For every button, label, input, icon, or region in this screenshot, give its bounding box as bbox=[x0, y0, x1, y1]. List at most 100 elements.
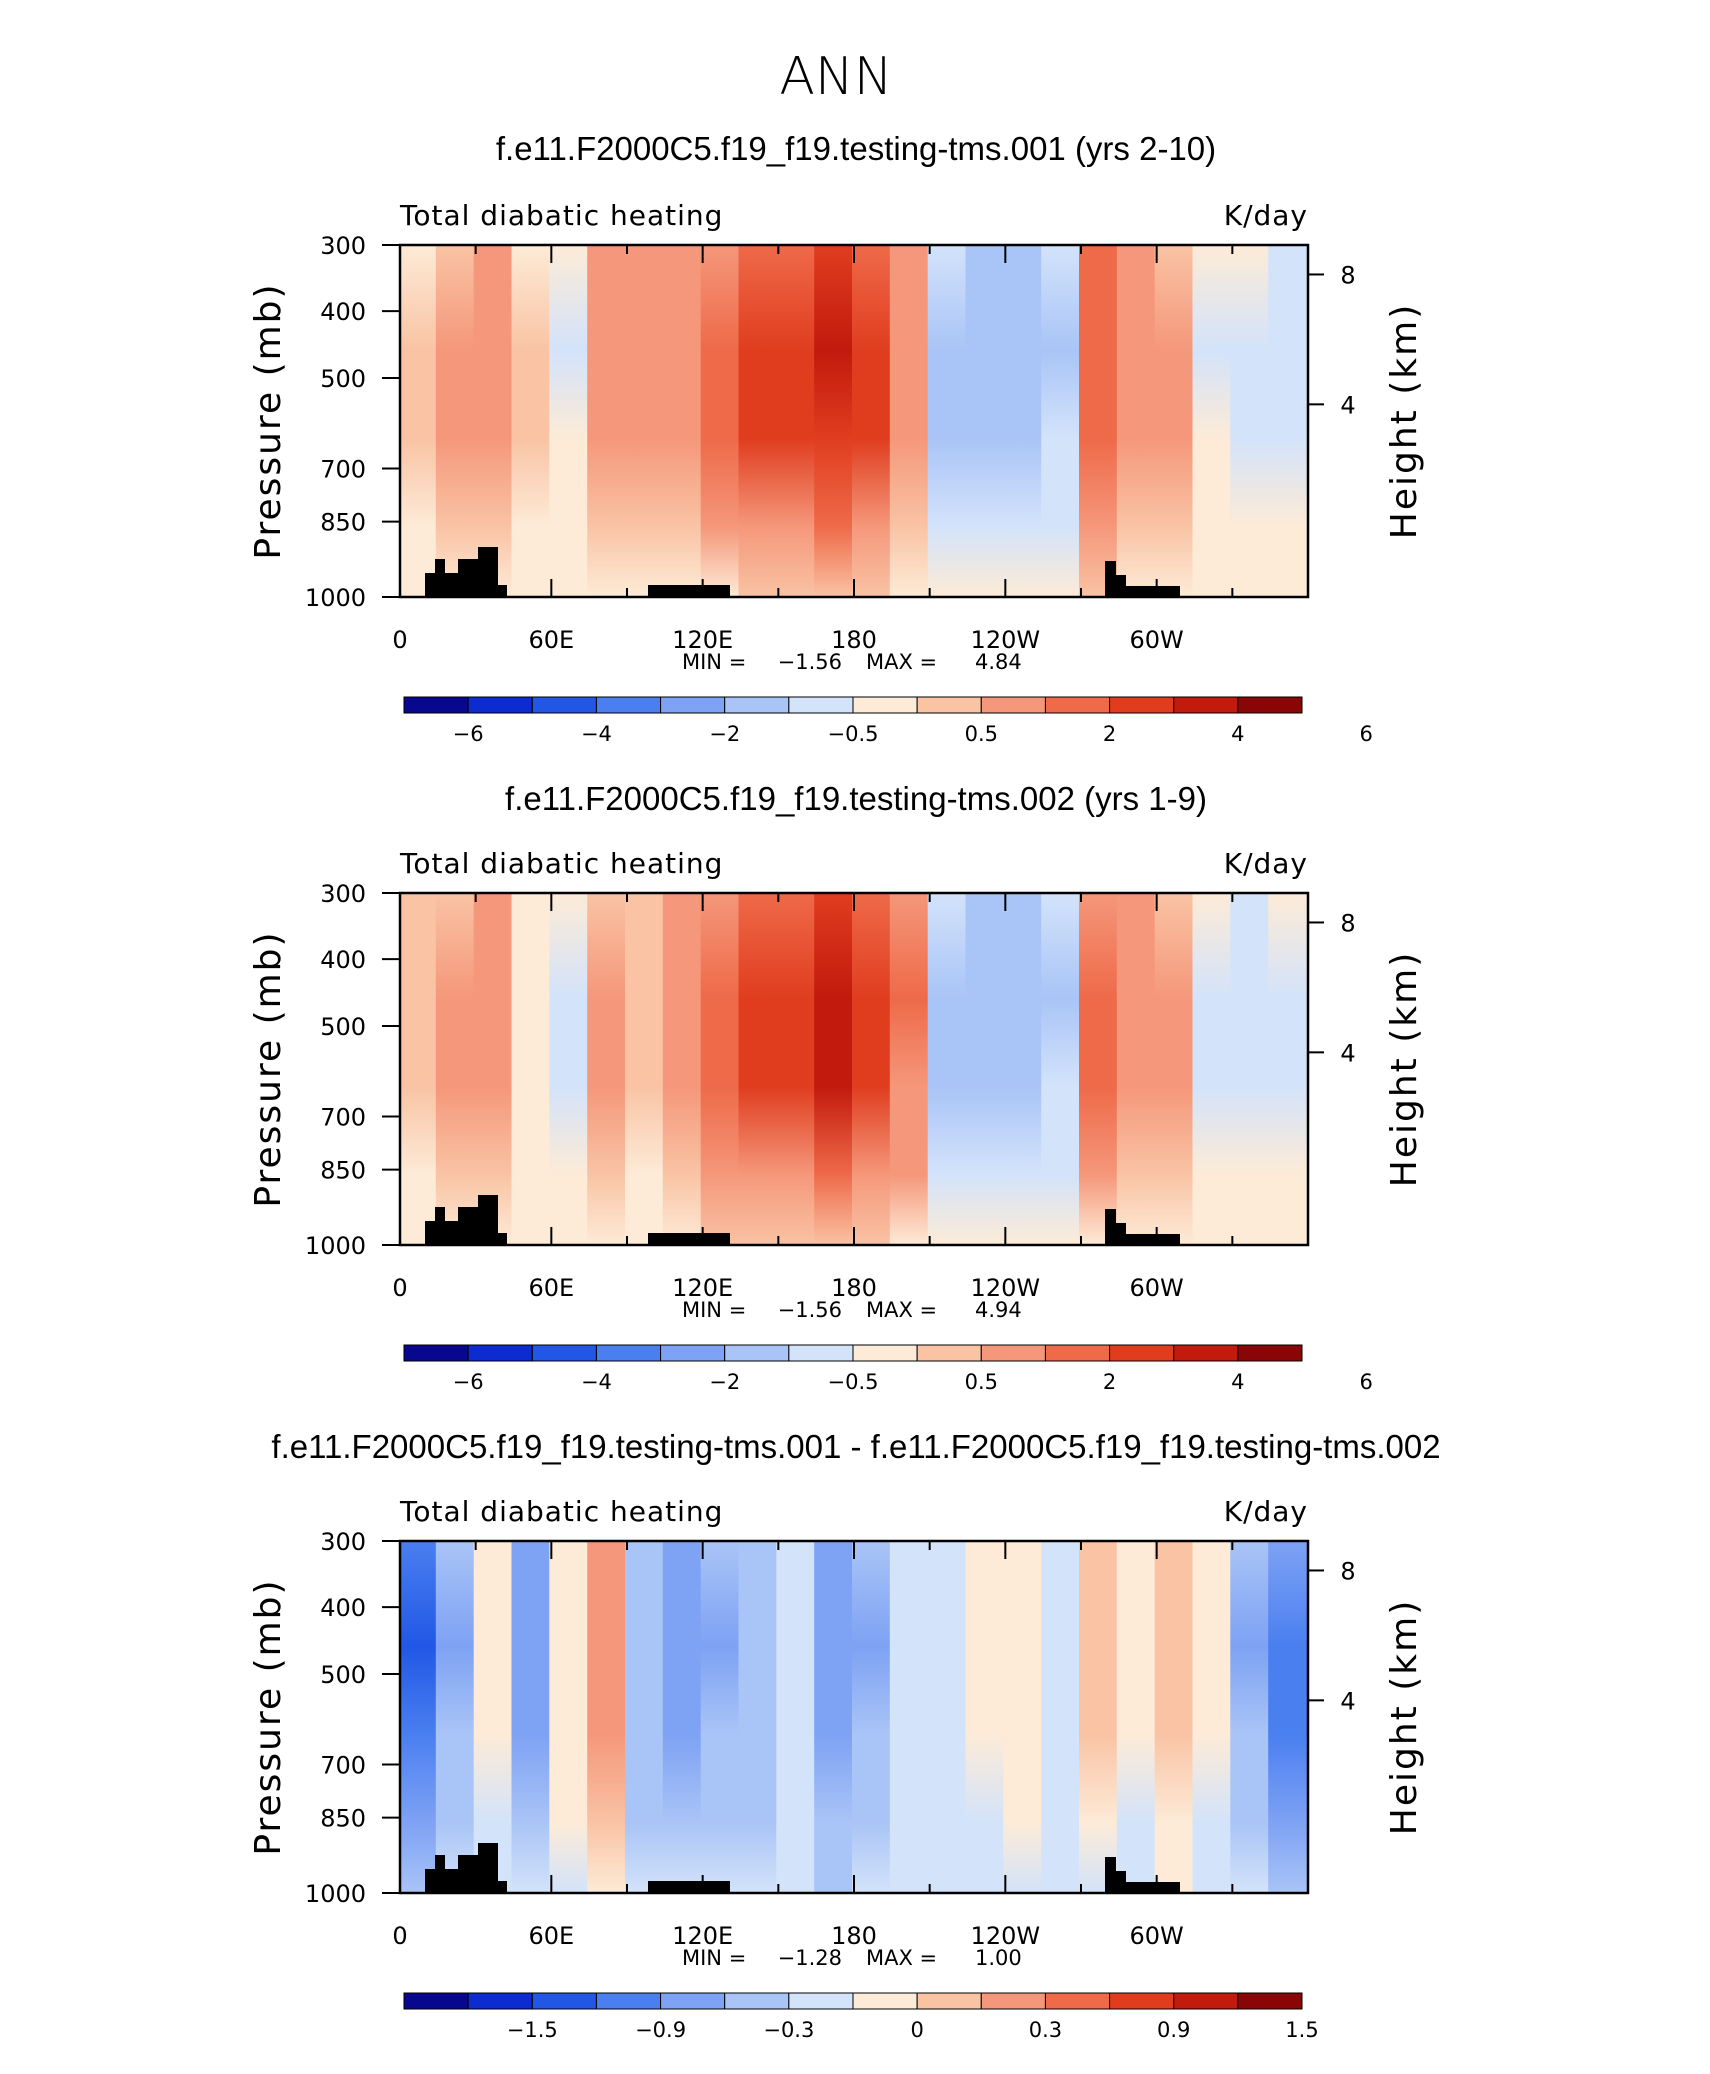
colorbar-label: −0.5 bbox=[828, 722, 879, 746]
min-label: MIN = bbox=[682, 650, 746, 674]
colorbar-swatch bbox=[595, 696, 662, 714]
y2-axis-title: Height (km) bbox=[1384, 951, 1425, 1187]
colorbar-swatch bbox=[980, 1992, 1046, 2010]
min-value: −1.56 bbox=[778, 1298, 842, 1322]
colorbar-label: 0.5 bbox=[965, 1370, 998, 1394]
colorbar-label: −0.9 bbox=[635, 2018, 686, 2042]
field-column bbox=[889, 245, 932, 597]
colorbar-label: −2 bbox=[709, 722, 740, 746]
field-column bbox=[1041, 1541, 1083, 1893]
field-column bbox=[662, 245, 705, 597]
colorbar-swatch bbox=[724, 1992, 790, 2010]
x-tick-label: 120W bbox=[971, 1274, 1041, 1302]
x-tick-label: 180 bbox=[831, 1922, 877, 1950]
colorbar-swatch bbox=[724, 696, 790, 714]
field-column bbox=[852, 893, 894, 1245]
colorbar-swatch bbox=[467, 696, 533, 714]
min-label: MIN = bbox=[682, 1946, 746, 1970]
field-column bbox=[473, 1541, 516, 1893]
field-column bbox=[1230, 1541, 1273, 1893]
field-column bbox=[587, 893, 629, 1245]
max-label: MAX = bbox=[866, 1298, 937, 1322]
field-column bbox=[435, 1541, 478, 1893]
x-tick-label: 60W bbox=[1130, 1274, 1184, 1302]
panel-3: f.e11.F2000C5.f19_f19.testing-tms.001 - … bbox=[248, 1428, 1441, 2042]
colorbar-swatch bbox=[916, 1992, 982, 2010]
x-tick-label: 120W bbox=[971, 626, 1041, 654]
contour-field bbox=[400, 245, 1308, 597]
x-tick-label: 120E bbox=[672, 1274, 733, 1302]
colorbar-swatch bbox=[1173, 1992, 1239, 2010]
field-column bbox=[511, 893, 554, 1245]
colorbar-swatch bbox=[788, 1992, 854, 2010]
colorbar-swatch bbox=[660, 1992, 726, 2010]
field-column bbox=[1192, 245, 1235, 597]
contour-field bbox=[400, 893, 1308, 1245]
max-label: MAX = bbox=[866, 1946, 937, 1970]
field-column bbox=[889, 1541, 932, 1893]
field-column bbox=[625, 1541, 667, 1893]
y-tick-label: 1000 bbox=[305, 584, 366, 612]
y-tick-label: 400 bbox=[320, 1594, 366, 1622]
field-column bbox=[1079, 245, 1121, 597]
x-tick-label: 0 bbox=[392, 626, 407, 654]
field-column bbox=[1154, 245, 1197, 597]
colorbar-swatch bbox=[916, 696, 982, 714]
x-tick-label: 60E bbox=[528, 1274, 574, 1302]
y-axis-title: Pressure (mb) bbox=[248, 930, 289, 1207]
field-column bbox=[965, 1541, 1008, 1893]
colorbar-swatch bbox=[788, 1344, 854, 1362]
colorbar-label: 6 bbox=[1359, 1370, 1372, 1394]
field-column bbox=[662, 1541, 705, 1893]
x-tick-label: 60E bbox=[528, 626, 574, 654]
x-tick-label: 120E bbox=[672, 626, 733, 654]
colorbar-label: −4 bbox=[581, 722, 612, 746]
colorbar-label: 0.5 bbox=[965, 722, 998, 746]
colorbar-swatch bbox=[531, 1344, 597, 1362]
field-column bbox=[400, 893, 440, 1245]
x-tick-label: 120E bbox=[672, 1922, 733, 1950]
x-tick-label: 180 bbox=[831, 1274, 877, 1302]
colorbar-swatch bbox=[1109, 1344, 1175, 1362]
colorbar-swatch bbox=[1109, 696, 1175, 714]
y-tick-label: 300 bbox=[320, 880, 366, 908]
colorbar-swatch bbox=[1173, 696, 1239, 714]
y-tick-label: 500 bbox=[320, 365, 366, 393]
units-label: K/day bbox=[1224, 199, 1308, 232]
field-column bbox=[1230, 245, 1273, 597]
colorbar-label: 4 bbox=[1231, 1370, 1244, 1394]
colorbar-swatch bbox=[660, 1344, 726, 1362]
y-tick-label: 500 bbox=[320, 1013, 366, 1041]
panel-title: f.e11.F2000C5.f19_f19.testing-tms.001 (y… bbox=[496, 130, 1216, 167]
x-tick-label: 0 bbox=[392, 1922, 407, 1950]
field-column bbox=[814, 245, 856, 597]
panel-title: f.e11.F2000C5.f19_f19.testing-tms.001 - … bbox=[271, 1428, 1440, 1465]
colorbar-swatch bbox=[1044, 696, 1111, 714]
topography-maritime bbox=[648, 1881, 730, 1893]
field-column bbox=[965, 245, 1008, 597]
field-column bbox=[400, 1541, 440, 1893]
field-column bbox=[625, 245, 667, 597]
field-column bbox=[473, 893, 516, 1245]
topography-maritime bbox=[648, 1233, 730, 1245]
field-column bbox=[549, 893, 592, 1245]
topography-andes bbox=[1105, 561, 1180, 597]
x-tick-label: 60W bbox=[1130, 626, 1184, 654]
field-column bbox=[1230, 893, 1273, 1245]
field-column bbox=[1003, 893, 1046, 1245]
colorbar-swatch bbox=[852, 1344, 918, 1362]
max-value: 4.94 bbox=[975, 1298, 1022, 1322]
field-column bbox=[852, 1541, 894, 1893]
field-column bbox=[400, 245, 440, 597]
contour-field bbox=[400, 1541, 1308, 1893]
field-column bbox=[549, 245, 592, 597]
field-column bbox=[625, 893, 667, 1245]
topography-africa bbox=[425, 547, 507, 597]
y-axis-title: Pressure (mb) bbox=[248, 282, 289, 559]
colorbar-swatch bbox=[595, 1344, 662, 1362]
field-column bbox=[435, 893, 478, 1245]
field-column bbox=[473, 245, 516, 597]
panel-title: f.e11.F2000C5.f19_f19.testing-tms.002 (y… bbox=[505, 780, 1207, 817]
field-column bbox=[662, 893, 705, 1245]
